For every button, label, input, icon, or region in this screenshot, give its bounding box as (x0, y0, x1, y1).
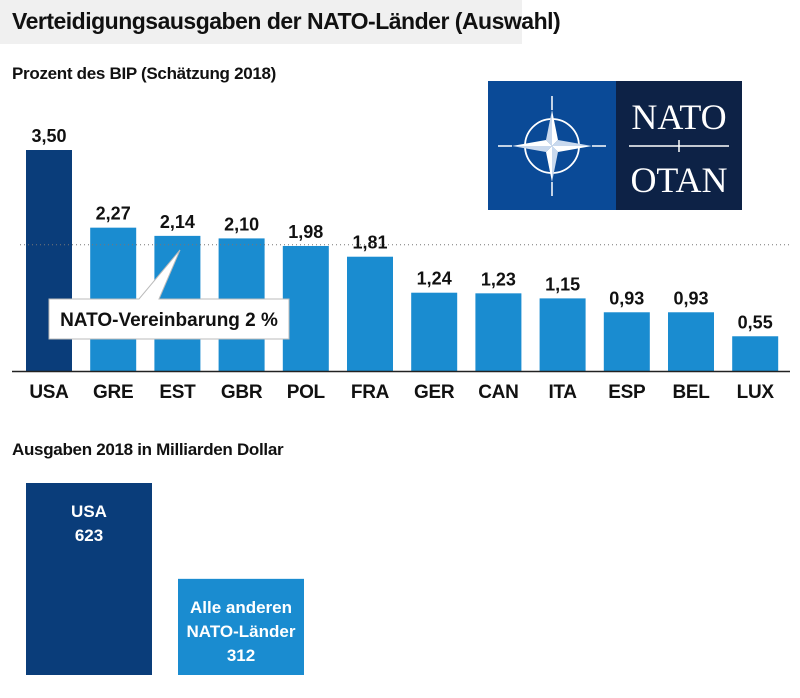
category-label-gre: GRE (93, 382, 133, 403)
value-label-gbr: 2,10 (224, 214, 259, 234)
category-label-usa: USA (29, 382, 69, 403)
value-label-ita: 1,15 (545, 274, 580, 294)
bar-bel (668, 312, 714, 371)
annotation-box (48, 249, 290, 340)
category-label-gbr: GBR (221, 382, 263, 403)
category-label-can: CAN (478, 382, 518, 403)
bar-ita (539, 298, 586, 371)
spending-label-usa-0: USA (71, 502, 107, 521)
chart1-bars: 3,50 USA 2,27 GRE 2,14 EST 2,10 GBR 1,98 POL 1,81 F… (26, 126, 779, 403)
annotation-text: NATO-Vereinbarung 2 % (60, 310, 278, 331)
title-box: Verteidigungsausgaben der NATO-Länder (A… (0, 0, 561, 44)
spending-label-others-0: Alle anderen (190, 598, 292, 617)
value-label-esp: 0,93 (609, 288, 644, 308)
value-label-can: 1,23 (481, 269, 516, 289)
category-label-esp: ESP (608, 382, 646, 403)
category-label-pol: POL (287, 382, 326, 403)
logo-text-nato: NATO (631, 97, 726, 137)
annotation-callout: NATO-Vereinbarung 2 % (48, 249, 290, 340)
category-label-fra: FRA (351, 382, 390, 403)
chart-title: Verteidigungsausgaben der NATO-Länder (A… (12, 8, 561, 34)
bar-esp (603, 312, 650, 371)
value-label-fra: 1,81 (352, 233, 387, 253)
logo-text-otan: OTAN (630, 160, 727, 200)
bar-lux (732, 336, 779, 371)
spending-label-usa-1: 623 (75, 526, 103, 545)
compass-star-icon (498, 96, 606, 196)
value-label-pol: 1,98 (288, 222, 323, 242)
bar-can (475, 293, 522, 371)
nato-logo: NATO OTAN (488, 81, 742, 210)
chart2-bars: USA 623 Alle anderen NATO-Länder 312 (26, 483, 304, 675)
category-label-ger: GER (414, 382, 455, 403)
value-label-bel: 0,93 (673, 288, 708, 308)
spending-bar-usa (26, 483, 152, 675)
chart2-subtitle: Ausgaben 2018 in Milliarden Dollar (12, 440, 284, 459)
value-label-lux: 0,55 (738, 312, 773, 332)
spending-label-others-2: 312 (227, 646, 255, 665)
spending-label-others-1: NATO-Länder (187, 622, 296, 641)
chart1-subtitle: Prozent des BIP (Schätzung 2018) (12, 64, 277, 83)
category-label-est: EST (159, 382, 196, 403)
value-label-gre: 2,27 (96, 204, 131, 224)
spending-bar-others (178, 578, 304, 675)
category-label-lux: LUX (737, 382, 775, 403)
bar-fra (347, 256, 393, 371)
value-label-ger: 1,24 (417, 269, 452, 289)
bar-ger (411, 292, 458, 371)
value-label-est: 2,14 (160, 212, 195, 232)
category-label-bel: BEL (672, 382, 710, 403)
value-label-usa: 3,50 (31, 126, 66, 146)
bar-pol (282, 245, 329, 371)
category-label-ita: ITA (548, 382, 577, 403)
